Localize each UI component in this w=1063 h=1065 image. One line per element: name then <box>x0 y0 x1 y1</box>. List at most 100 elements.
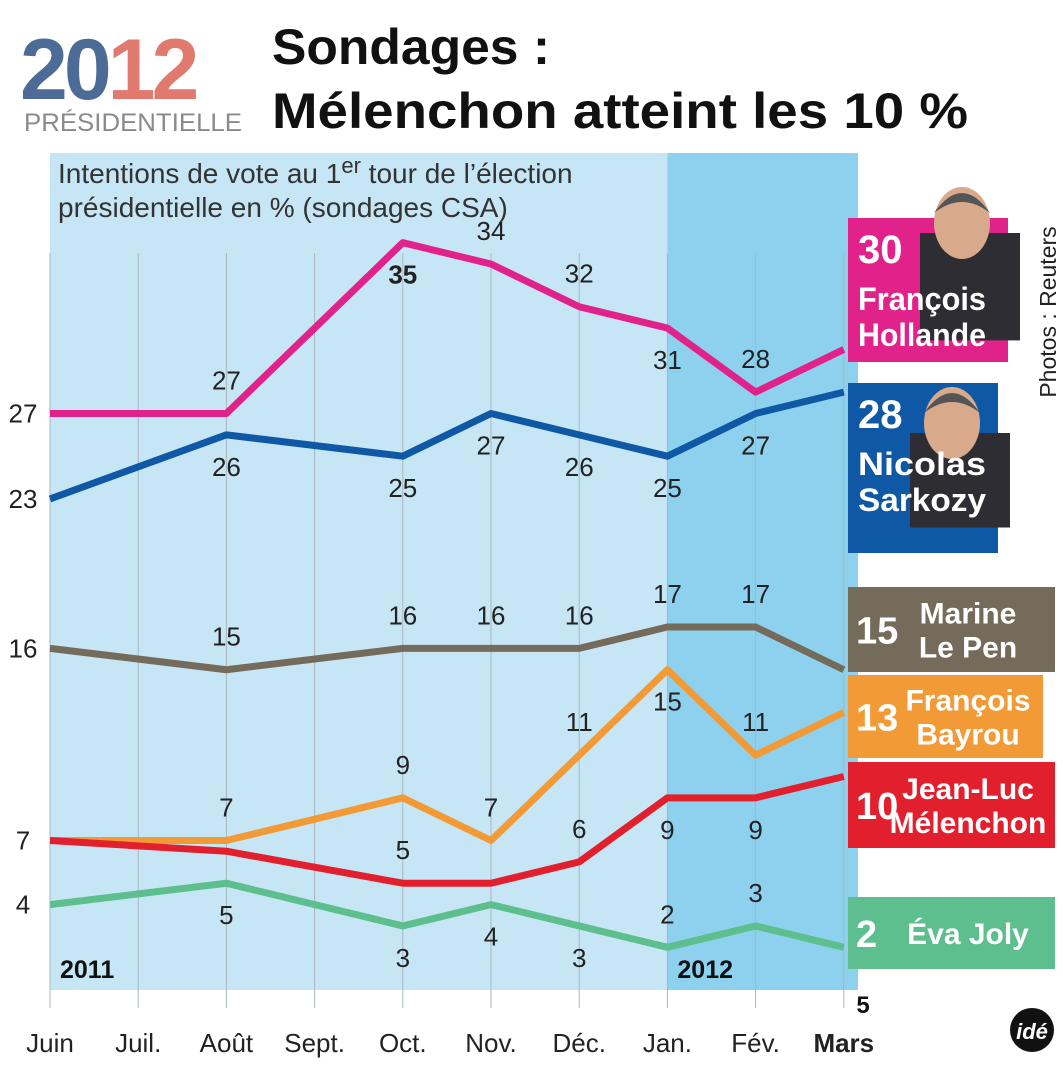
x-tick-label: Août <box>200 1028 254 1058</box>
subtitle-sup: er <box>341 153 361 178</box>
legend-box <box>848 675 1043 758</box>
x-tick-label: Déc. <box>552 1028 605 1058</box>
legend-label: Jean-Luc <box>902 773 1034 806</box>
highlight-2012 <box>667 153 858 990</box>
plot-area <box>48 153 858 1008</box>
legend-label: Le Pen <box>919 632 1017 665</box>
legend-value: 2 <box>856 914 877 956</box>
value-label: 7 <box>219 793 233 823</box>
value-label: 9 <box>396 750 410 780</box>
series-line <box>49 879 845 951</box>
logo-year: 2012 <box>20 22 197 118</box>
period-label: 2011 <box>60 956 114 984</box>
value-label: 16 <box>565 600 594 630</box>
value-label: 11 <box>742 707 769 737</box>
value-label: 28 <box>741 344 770 374</box>
legend-label: Sarkozy <box>858 482 986 518</box>
logo-year-b: 12 <box>108 22 197 118</box>
subtitle: Intentions de vote au 1er tour de l’élec… <box>58 153 573 189</box>
logo-year-a: 20 <box>20 22 109 118</box>
value-label: 16 <box>9 633 38 663</box>
photo <box>924 387 980 459</box>
brand-badge <box>1010 1008 1054 1052</box>
x-tick-label: Nov. <box>465 1028 517 1058</box>
legend-value: 28 <box>858 393 903 437</box>
value-label: 6 <box>572 814 586 844</box>
value-label: 4 <box>484 922 498 952</box>
value-label: 16 <box>388 600 417 630</box>
legend-label: François <box>905 685 1030 718</box>
series-line <box>49 773 845 887</box>
value-label: 27 <box>477 430 506 460</box>
x-tick-label: Juin <box>26 1028 74 1058</box>
value-label: 15 <box>212 622 241 652</box>
legend-label: Marine <box>920 598 1017 631</box>
series-line <box>50 239 846 417</box>
value-label: 23 <box>9 484 38 514</box>
subtitle-part: Intentions de vote au 1 <box>58 158 341 189</box>
value-label: 16 <box>477 600 506 630</box>
photo <box>934 187 990 259</box>
legend-box <box>848 897 1055 969</box>
value-label: 7 <box>16 826 30 856</box>
value-label: 27 <box>741 430 770 460</box>
value-label: 26 <box>565 452 594 482</box>
legend-label: Mélenchon <box>890 807 1047 840</box>
value-label: 32 <box>565 259 594 289</box>
last-day-label: 5 <box>856 992 869 1019</box>
series-line <box>50 666 846 845</box>
legend-label: Hollande <box>858 317 986 353</box>
value-label: 9 <box>748 815 762 845</box>
value-label: 35 <box>388 260 417 290</box>
value-label: 26 <box>212 452 241 482</box>
logo-label: PRÉSIDENTIELLE <box>24 108 242 137</box>
photo <box>934 193 990 213</box>
value-label: 9 <box>660 815 674 845</box>
x-tick-label: Oct. <box>379 1028 427 1058</box>
subtitle-part: tour de l’élection <box>361 158 573 189</box>
legend-label: Éva Joly <box>907 917 1029 951</box>
value-label: 3 <box>572 943 586 973</box>
period-label: 2012 <box>677 956 733 984</box>
x-tick-label: Juil. <box>115 1028 161 1058</box>
value-label: 3 <box>748 878 762 908</box>
legend-value: 10 <box>856 786 898 828</box>
value-label: 5 <box>396 835 410 865</box>
legend-box <box>848 762 1055 848</box>
value-label: 11 <box>566 707 593 737</box>
photo <box>924 393 980 413</box>
legend-value: 15 <box>856 611 898 653</box>
legend-label: Bayrou <box>916 719 1019 752</box>
value-label: 3 <box>396 943 410 973</box>
x-tick-label: Sept. <box>284 1028 345 1058</box>
value-label: 17 <box>741 579 770 609</box>
legend-box <box>848 587 1055 672</box>
value-label: 27 <box>9 398 38 428</box>
brand: idé <box>1016 1019 1048 1044</box>
chart-title: Mélenchon atteint les 10 % <box>272 83 968 139</box>
x-tick-label: Mars <box>813 1028 874 1058</box>
value-label: 5 <box>219 900 233 930</box>
legend-value: 30 <box>858 228 903 272</box>
credit: Photos : Reuters <box>1035 226 1061 397</box>
value-label: 25 <box>388 473 417 503</box>
value-label: 31 <box>653 345 682 375</box>
series-line <box>49 623 846 674</box>
series-line <box>48 388 845 503</box>
value-label: 7 <box>484 793 498 823</box>
legend-label: François <box>858 281 986 317</box>
x-tick-label: Jan. <box>643 1028 692 1058</box>
value-label: 27 <box>212 365 241 395</box>
x-tick-label: Fév. <box>731 1028 780 1058</box>
value-label: 4 <box>16 890 30 920</box>
value-label: 17 <box>653 579 682 609</box>
value-label: 15 <box>653 687 682 717</box>
value-label: 25 <box>653 473 682 503</box>
legend-label: Nicolas <box>858 446 986 482</box>
legend-value: 13 <box>856 698 898 740</box>
value-label: 2 <box>660 899 674 929</box>
subtitle: présidentielle en % (sondages CSA) <box>58 192 508 223</box>
value-label: 34 <box>477 216 506 246</box>
chart-title: Sondages : <box>272 19 550 75</box>
